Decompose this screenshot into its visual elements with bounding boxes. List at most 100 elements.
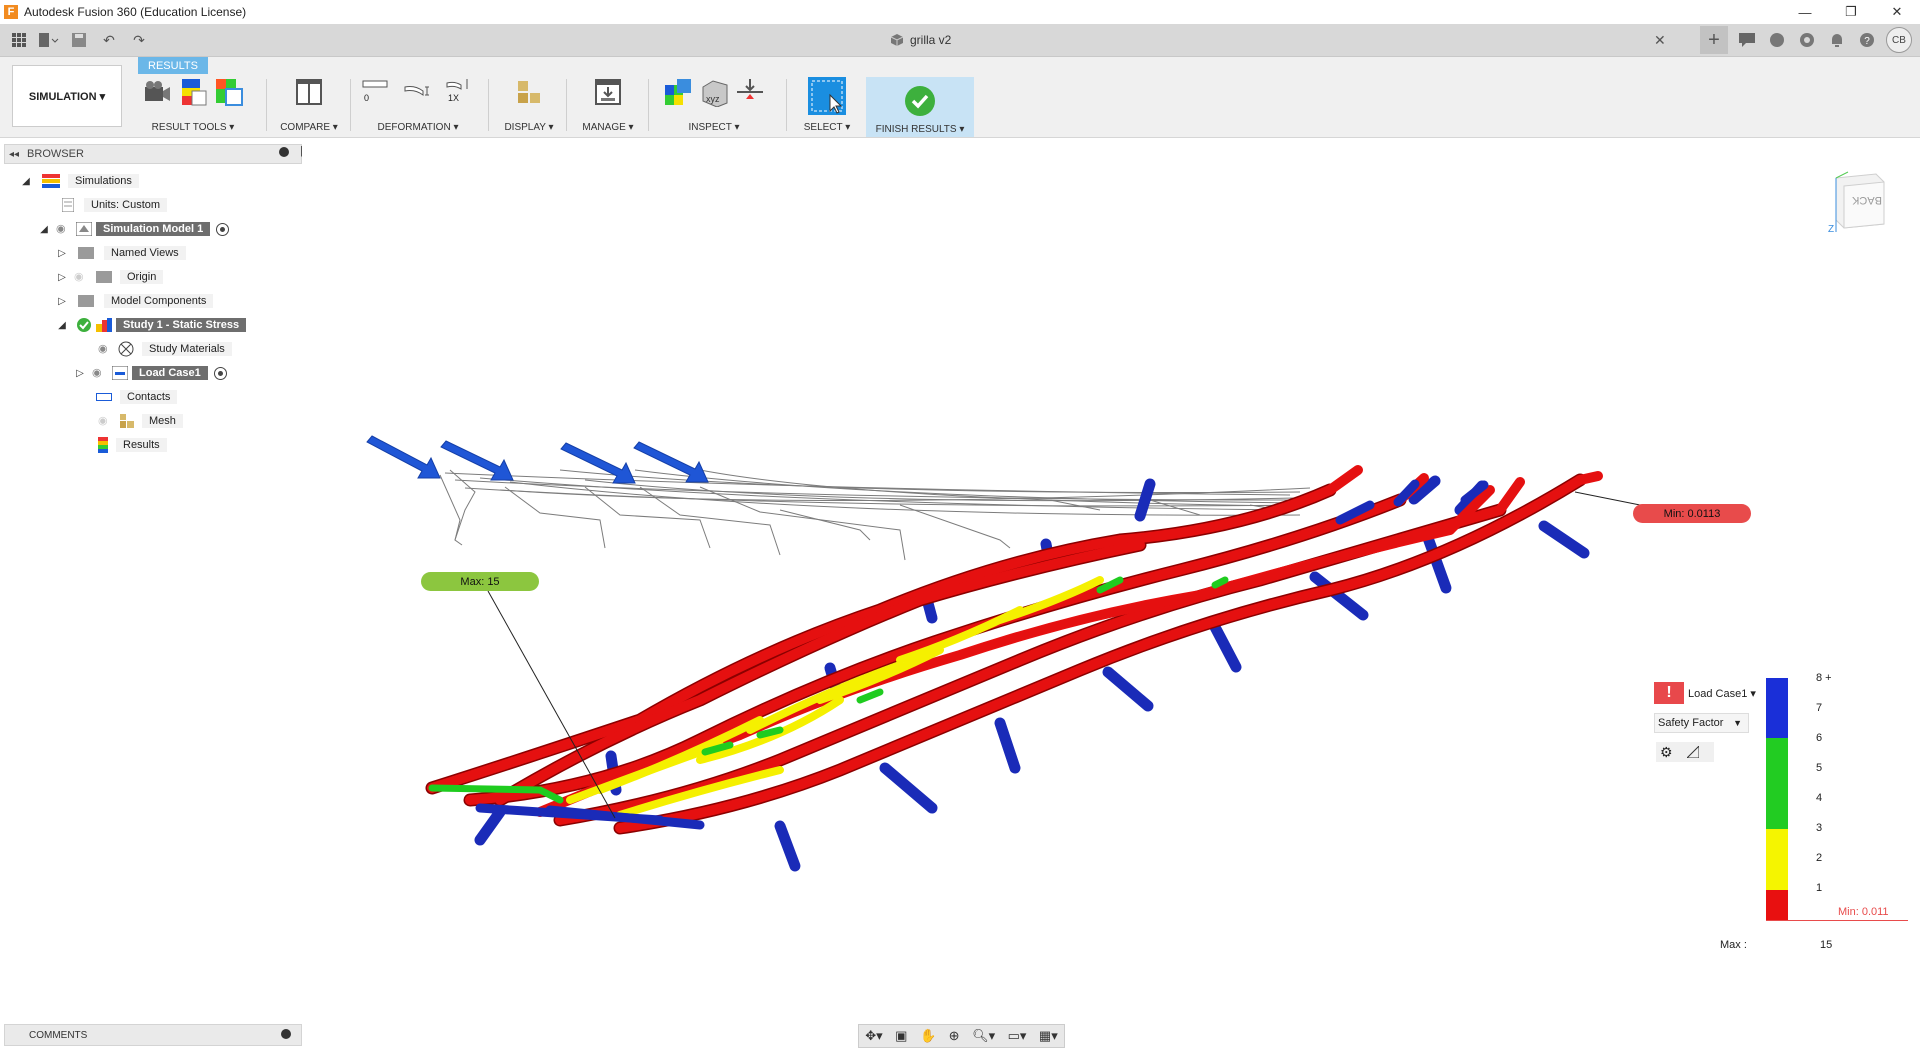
collapse-triangle-icon[interactable]: ◢ (40, 223, 48, 235)
browser-pin-icon[interactable] (279, 147, 289, 157)
help-icon[interactable]: ? (1856, 29, 1878, 51)
expand-triangle-icon[interactable]: ▷ (58, 247, 66, 259)
tree-item-model-components[interactable]: ▷ Model Components (56, 291, 214, 311)
quick-access-toolbar: ↶ ↷ grilla v2 ✕ + ? CB (0, 24, 1920, 57)
tree-item-load-case[interactable]: ▷ ◉ Load Case1 (74, 363, 227, 383)
tree-item-units[interactable]: Units: Custom (62, 195, 168, 215)
browser-header[interactable]: ◂◂ BROWSER | (4, 144, 303, 164)
fit-zoom-icon[interactable]: 🔍︎▾ (972, 1028, 996, 1043)
ribbon-separator (786, 79, 787, 131)
select-cursor-icon[interactable] (808, 77, 846, 115)
minimize-button[interactable]: — (1798, 4, 1812, 20)
close-window-button[interactable]: ✕ (1891, 4, 1903, 19)
undeformed-wireframe (439, 469, 1311, 561)
grid-settings-icon[interactable]: ▦▾ (1038, 1028, 1058, 1043)
show-min-max-icon[interactable] (178, 77, 208, 107)
deformation-actual-button[interactable]: 1X (445, 77, 475, 107)
document-name: grilla v2 (910, 33, 952, 47)
tab-results[interactable]: RESULTS (138, 57, 208, 74)
browser-resize-handle[interactable]: | (300, 145, 303, 157)
pan-hand-icon[interactable]: ✋ (919, 1028, 937, 1043)
legend-scale-toggle-icon[interactable] (1686, 746, 1699, 758)
inspect-label[interactable]: INSPECT ▾ (688, 122, 740, 133)
tree-item-study-materials[interactable]: ◉ Study Materials (98, 339, 232, 359)
surface-probes-button[interactable]: xyz (699, 77, 729, 108)
manage-settings-icon[interactable] (593, 77, 623, 107)
display-label[interactable]: DISPLAY ▾ (504, 122, 554, 133)
sim-model-icon (76, 222, 92, 236)
load-case-selector[interactable]: ! Load Case1 ▾ (1654, 682, 1756, 704)
collapse-triangle-icon[interactable]: ◢ (58, 319, 66, 331)
viewport-canvas[interactable] (300, 140, 1760, 1000)
tree-item-mesh[interactable]: ◉ Mesh (98, 411, 183, 431)
zoom-window-icon[interactable]: ⊕ (948, 1028, 960, 1043)
close-tab-button[interactable]: ✕ (1654, 32, 1666, 48)
compare-split-icon[interactable] (294, 77, 324, 107)
tree-label: Study 1 - Static Stress (116, 318, 247, 332)
tree-item-origin[interactable]: ▷ ◉ Origin (56, 267, 164, 287)
user-avatar[interactable]: CB (1886, 27, 1912, 53)
workspace-switcher-button[interactable]: SIMULATION ▾ (12, 65, 122, 127)
data-panel-grid-icon[interactable] (6, 28, 32, 52)
tree-item-results[interactable]: Results (98, 435, 167, 455)
chevron-down-icon: ▼ (1733, 718, 1742, 728)
comments-panel-header[interactable]: COMMENTS (4, 1024, 302, 1046)
orbit-icon[interactable]: ✥▾ (865, 1028, 883, 1043)
expand-triangle-icon[interactable]: ▷ (76, 367, 84, 379)
section-analysis-icon[interactable] (735, 77, 765, 107)
online-status-icon[interactable] (1796, 29, 1818, 51)
select-label[interactable]: SELECT ▾ (803, 122, 851, 133)
view-cube[interactable]: BACK Z (1826, 166, 1888, 236)
document-tab[interactable]: grilla v2 (890, 24, 951, 56)
activate-radio-icon[interactable] (216, 222, 230, 236)
display-mesh-icon[interactable] (514, 77, 544, 107)
collapse-triangle-icon[interactable]: ◢ (22, 175, 30, 187)
finish-check-icon (905, 86, 935, 116)
job-status-icon[interactable] (1736, 29, 1758, 51)
collapse-browser-icon[interactable]: ◂◂ (9, 148, 20, 160)
window-controls: — ❐ ✕ (1782, 0, 1920, 24)
deformation-label[interactable]: DEFORMATION ▾ (377, 122, 459, 133)
probes-icon[interactable] (663, 77, 693, 107)
tree-item-simulations[interactable]: ◢ Simulations (20, 171, 139, 191)
result-tools-label[interactable]: RESULT TOOLS ▾ (151, 122, 235, 133)
result-type-dropdown[interactable]: Safety Factor ▼ (1654, 713, 1749, 733)
restore-button[interactable]: ❐ (1845, 4, 1857, 19)
visibility-eye-icon[interactable]: ◉ (56, 223, 66, 235)
redo-icon[interactable]: ↷ (133, 31, 145, 48)
compare-label[interactable]: COMPARE ▾ (280, 122, 338, 133)
visibility-eye-icon[interactable]: ◉ (98, 343, 108, 355)
min-probe-badge[interactable]: Min: 0.0113 (1633, 504, 1751, 523)
scale-band-red (1766, 890, 1788, 920)
tree-item-study[interactable]: ◢ Study 1 - Static Stress (56, 315, 247, 335)
expand-triangle-icon[interactable]: ▷ (58, 295, 66, 307)
add-comment-icon[interactable] (281, 1029, 291, 1039)
activate-radio-icon[interactable] (213, 366, 227, 380)
tree-item-simulation-model[interactable]: ◢ ◉ Simulation Model 1 (38, 219, 230, 239)
manage-label[interactable]: MANAGE ▾ (582, 122, 634, 133)
animate-camera-icon[interactable] (142, 77, 172, 107)
result-details-icon[interactable] (214, 77, 244, 107)
extensions-icon[interactable] (1766, 29, 1788, 51)
finish-results-button[interactable]: FINISH RESULTS ▾ (866, 77, 974, 137)
tree-label: Mesh (142, 414, 183, 428)
max-probe-badge[interactable]: Max: 15 (421, 572, 539, 591)
deformation-zero-button[interactable]: 0 (361, 77, 391, 107)
look-at-icon[interactable]: ▣ (895, 1028, 908, 1043)
save-icon[interactable] (66, 28, 92, 52)
new-tab-plus-icon[interactable]: + (1700, 26, 1728, 54)
deformation-adjusted-icon[interactable] (403, 77, 433, 107)
undo-icon[interactable]: ↶ (103, 31, 115, 48)
file-menu-icon[interactable] (36, 28, 62, 52)
svg-text:?: ? (1864, 36, 1870, 47)
display-settings-icon[interactable]: ▭▾ (1007, 1028, 1027, 1043)
tree-item-contacts[interactable]: Contacts (96, 387, 178, 407)
visibility-eye-icon[interactable]: ◉ (92, 367, 102, 379)
mesh-icon (120, 414, 134, 428)
expand-triangle-icon[interactable]: ▷ (58, 271, 66, 283)
hidden-eye-icon[interactable]: ◉ (74, 271, 84, 283)
hidden-eye-icon[interactable]: ◉ (98, 415, 108, 427)
notifications-bell-icon[interactable] (1826, 29, 1848, 51)
tree-item-named-views[interactable]: ▷ Named Views (56, 243, 186, 263)
legend-settings-gear-icon[interactable]: ⚙ (1660, 743, 1673, 760)
